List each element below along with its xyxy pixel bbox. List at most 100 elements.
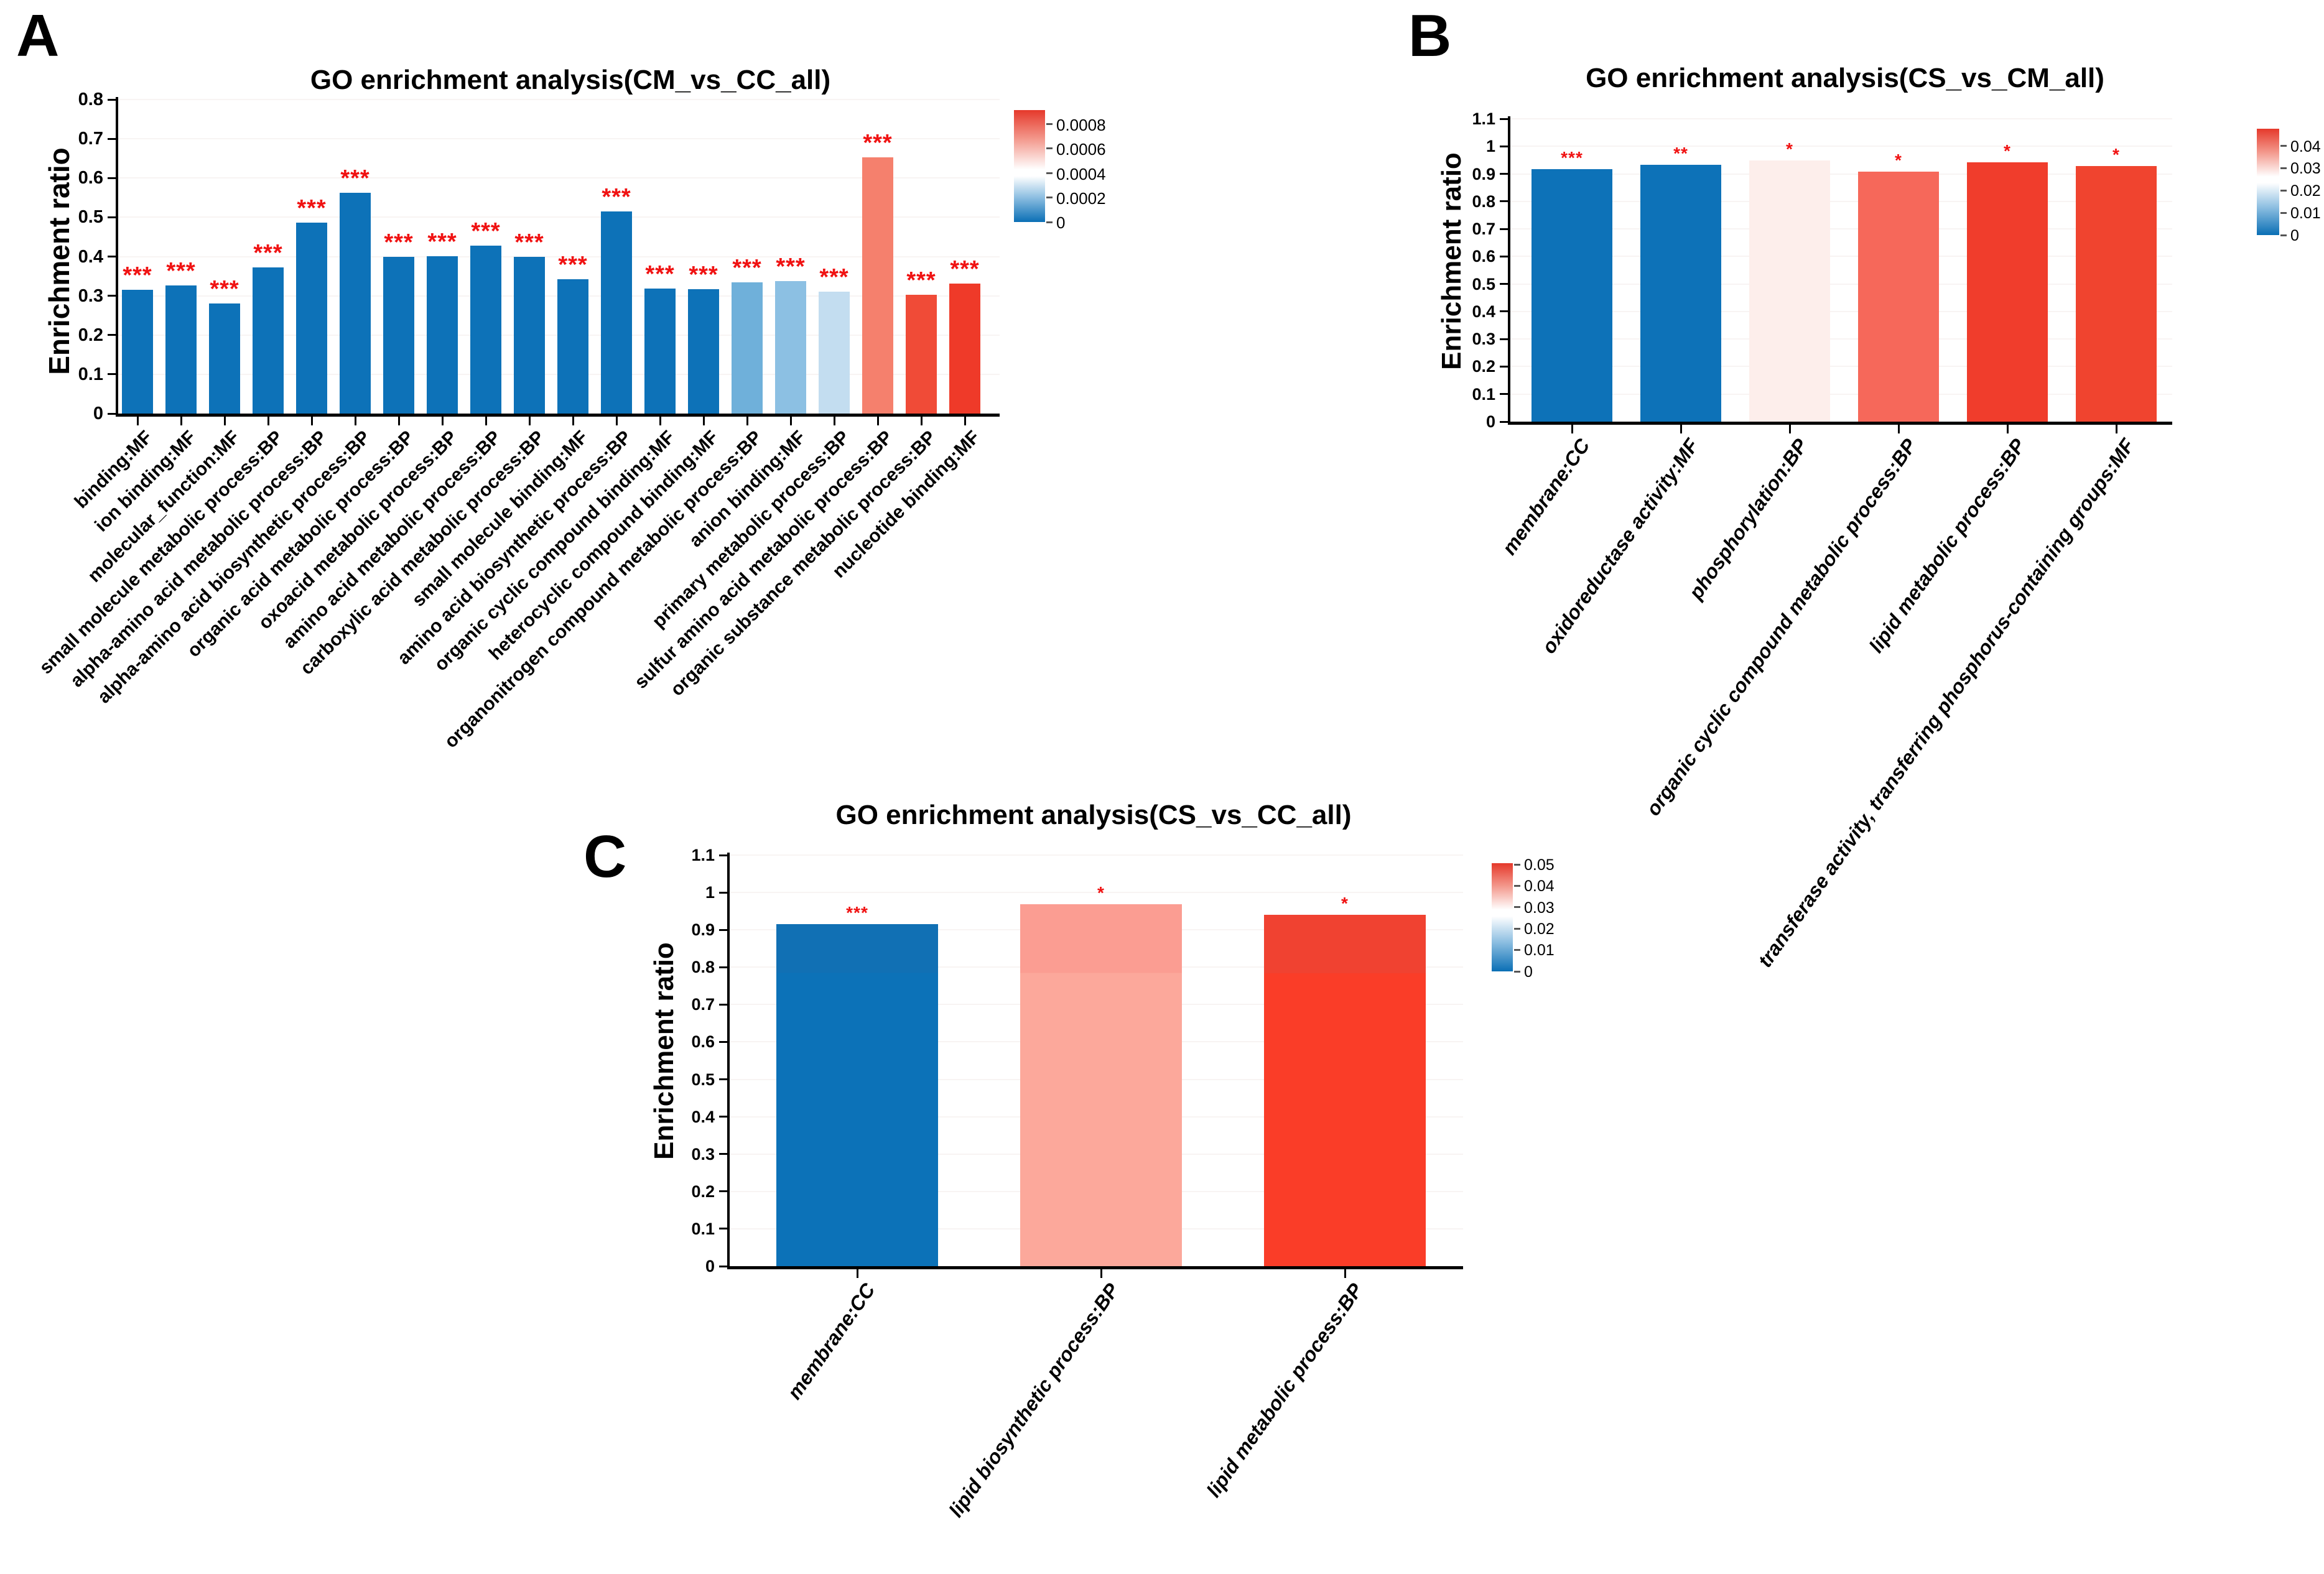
colorbar-tick-label: 0.03 [1524,899,1555,917]
y-axis-tick [108,334,116,336]
gridline [118,138,1000,140]
significance-marker: *** [846,903,868,923]
significance-marker: *** [819,264,849,291]
colorbar-tick [2280,190,2287,192]
y-axis-tick-label: 0.7 [1472,220,1495,239]
y-axis-tick [1500,145,1508,147]
y-axis-tick-label: 1.1 [691,846,715,865]
y-axis-tick-label: 0.7 [691,995,715,1014]
bar [122,290,153,414]
y-axis-tick [108,412,116,415]
y-axis-tick-label: 0.6 [78,168,103,188]
colorbar-tick-label: 0.03 [2290,160,2321,178]
x-axis-tick [1788,425,1791,433]
colorbar-tick-label: 0.01 [1524,941,1555,959]
bar [1264,915,1426,1266]
colorbar-tick-label: 0.0008 [1056,115,1106,134]
y-axis-tick-label: 0 [1485,412,1495,432]
gridline [118,99,1000,100]
bar [1532,169,1612,422]
chart-title-a: GO enrichment analysis(CM_vs_CC_all) [310,65,831,95]
bar [688,289,719,414]
x-axis-tick [397,417,400,425]
gridline [1510,283,2172,285]
bar [1640,165,1721,422]
gridline [1510,228,2172,230]
panel-label-b: B [1408,2,1452,69]
y-axis-tick [1500,118,1508,120]
bar [514,256,545,414]
y-axis-tick [719,928,727,931]
bar [383,257,414,414]
colorbar-tick-label: 0 [1056,213,1066,233]
x-axis-tick [920,417,923,425]
y-axis-tick [108,177,116,179]
x-axis-tick [1680,425,1682,433]
y-axis-line [1508,116,1510,424]
x-axis-tick [441,417,444,425]
x-axis-tick [528,417,531,425]
y-axis-tick-label: 0.4 [691,1107,715,1126]
significance-marker: *** [906,267,936,294]
y-axis-tick-label: 0.8 [78,90,103,110]
colorbar-tick-label: 0.02 [1524,920,1555,938]
y-axis-tick-label: 0.3 [691,1144,715,1164]
y-axis-line [727,853,730,1269]
x-axis-tick [180,417,182,425]
y-axis-tick [1500,173,1508,175]
x-axis-tick [964,417,966,425]
bar [949,284,980,414]
colorbar-tick [1046,221,1053,223]
y-axis-tick [719,1078,727,1081]
y-axis-tick [108,256,116,257]
significance-marker: *** [384,229,414,256]
gridline [730,892,1463,894]
y-axis-tick-label: 0 [705,1257,715,1276]
significance-marker: *** [297,195,327,222]
x-axis-tick [2006,425,2009,433]
y-axis-tick-label: 0.2 [78,325,103,345]
x-axis-tick [2115,425,2117,433]
x-axis-tick-label: phosphorylation:BP [1684,434,1812,603]
x-axis-line [116,414,1000,417]
significance-marker: *** [514,229,544,256]
y-axis-tick-label: 0.1 [78,364,103,384]
y-axis-tick-label: 0.8 [1472,192,1495,211]
colorbar-tick-label: 0.01 [2290,205,2321,222]
y-axis-tick [1500,228,1508,230]
colorbar-tick [2280,234,2287,236]
x-axis-tick [136,417,139,425]
bar [2076,166,2157,422]
y-axis-tick-label: 0.2 [1472,357,1495,376]
gridline [1510,118,2172,119]
y-axis-tick-label: 1 [705,883,715,902]
y-axis-tick [1500,255,1508,257]
x-axis-tick [572,417,574,425]
bar [209,303,240,414]
y-axis-tick-label: 0.9 [691,920,715,940]
x-axis-tick-label: lipid biosynthetic process:BP [944,1279,1123,1522]
bar [1749,160,1830,422]
y-axis-tick-label: 0.1 [1472,384,1495,404]
significance-marker: *** [471,218,501,245]
bar [776,924,938,1266]
bar [1858,172,1939,422]
panel-label-c: C [583,823,627,890]
bar [1967,162,2048,422]
gridline [1510,366,2172,368]
bar [427,256,458,414]
significance-marker: *** [776,253,806,280]
y-axis-tick [108,373,116,376]
y-axis-tick [1500,420,1508,423]
colorbar-tick [1514,906,1520,909]
gridline [1510,310,2172,312]
chart-title-b: GO enrichment analysis(CS_vs_CM_all) [1586,63,2104,93]
colorbar-tick [1046,123,1053,125]
significance-marker: * [1097,883,1105,903]
bar [644,289,676,414]
y-axis-tick-label: 0.5 [1472,274,1495,294]
significance-marker: *** [645,261,675,288]
colorbar-tick-label: 0.05 [1524,856,1555,874]
bar [470,246,501,414]
